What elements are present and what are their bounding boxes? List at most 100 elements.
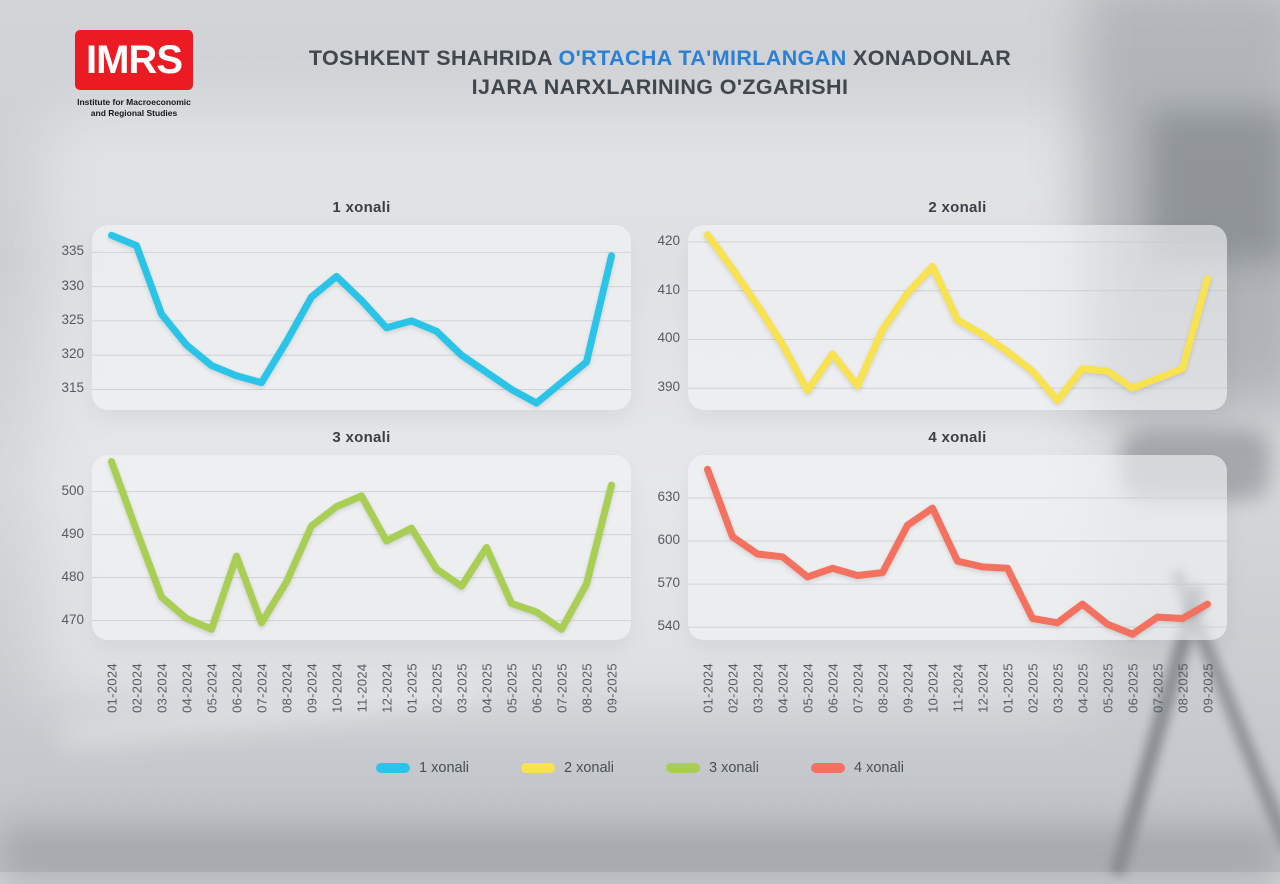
legend-item-3: 3 xonali <box>666 760 759 776</box>
chart-title: 3 xonali <box>332 429 391 446</box>
chart-panel: 420 410 400 390 <box>657 225 1227 410</box>
y-tick-label: 325 <box>61 311 84 327</box>
chart-legend: 1 xonali 2 xonali 3 xonali 4 xonali <box>0 760 1280 776</box>
x-tick-label: 08-2025 <box>579 663 594 713</box>
x-tick-label: 08-2025 <box>1175 663 1190 713</box>
x-tick-label: 11-2024 <box>950 663 965 713</box>
title-suffix: XONADONLAR <box>846 46 1012 70</box>
y-tick-label: 570 <box>657 575 680 591</box>
x-tick-label: 11-2024 <box>354 663 369 713</box>
chart-panel: 500 490 480 470 01-2024 02-2024 03-2024 04-202… <box>61 455 631 713</box>
x-tick-label: 05-2025 <box>504 663 519 713</box>
x-tick-label: 05-2024 <box>800 663 815 713</box>
x-tick-label: 07-2025 <box>1150 663 1165 713</box>
x-axis: 01-2024 02-2024 03-2024 04-2024 05-2024 06-20… <box>92 640 631 744</box>
y-tick-label: 410 <box>657 281 680 297</box>
x-axis: 01-2024 02-2024 03-2024 04-2024 05-2024 06-20… <box>688 640 1227 744</box>
page-title-line2: IJARA NARXLARINING O'ZGARISHI <box>471 75 849 99</box>
line-chart-1-xonali <box>92 231 631 407</box>
chart-3-xonali: 3 xonali 500 490 480 470 01-2024 02-2024 03-2… <box>61 429 631 713</box>
legend-item-2: 2 xonali <box>521 760 614 776</box>
chart-4-xonali: 4 xonali 630 600 570 540 01-2024 02-2024 03-2… <box>657 429 1227 713</box>
y-tick-label: 470 <box>61 611 84 627</box>
page-title: TOSHKENT SHAHRIDA O'RTACHA TA'MIRLANGAN … <box>200 44 1120 102</box>
chart-panel: 335 330 325 320 315 <box>61 225 631 410</box>
y-tick-label: 500 <box>61 482 84 498</box>
x-tick-label: 10-2024 <box>329 663 344 713</box>
y-tick-label: 315 <box>61 380 84 396</box>
title-highlight: O'RTACHA TA'MIRLANGAN <box>558 46 847 70</box>
imrs-logo-box: IMRS <box>75 30 193 90</box>
x-tick-label: 09-2025 <box>1200 663 1215 713</box>
imrs-logo-subtitle: Institute for Macroeconomic and Regional… <box>44 97 224 119</box>
y-tick-label: 490 <box>61 525 84 541</box>
x-tick-label: 02-2025 <box>429 663 444 713</box>
imrs-logo-subtitle-line2: and Regional Studies <box>90 108 178 118</box>
x-tick-label: 09-2024 <box>304 663 319 713</box>
imrs-logo: IMRS Institute for Macroeconomic and Reg… <box>44 30 224 119</box>
x-tick-label: 08-2024 <box>279 663 294 713</box>
x-tick-label: 09-2024 <box>900 663 915 713</box>
x-tick-label: 05-2024 <box>204 663 219 713</box>
chart-2-xonali: 2 xonali 420 410 400 390 <box>657 199 1227 410</box>
x-tick-label: 08-2024 <box>875 663 890 713</box>
series-line <box>704 465 1211 638</box>
x-tick-label: 12-2024 <box>975 663 990 713</box>
y-tick-label: 335 <box>61 243 84 259</box>
line-chart-3-xonali <box>92 458 631 633</box>
legend-swatch <box>376 763 411 773</box>
x-tick-label: 06-2025 <box>529 663 544 713</box>
legend-label: 4 xonali <box>853 760 904 776</box>
legend-item-1: 1 xonali <box>376 760 469 776</box>
y-axis: 630 600 570 540 <box>636 455 680 640</box>
legend-label: 1 xonali <box>419 760 470 776</box>
y-axis: 335 330 325 320 315 <box>40 225 84 410</box>
page-title-line1: TOSHKENT SHAHRIDA O'RTACHA TA'MIRLANGAN … <box>200 44 1120 73</box>
line-chart-4-xonali <box>688 465 1227 638</box>
x-tick-label: 12-2024 <box>379 663 394 713</box>
x-tick-label: 04-2024 <box>179 663 194 713</box>
x-tick-label: 04-2025 <box>479 663 494 713</box>
y-tick-label: 540 <box>657 618 680 634</box>
series-line <box>108 458 615 633</box>
y-tick-label: 420 <box>657 233 680 249</box>
x-tick-label: 07-2025 <box>554 663 569 713</box>
x-tick-label: 07-2024 <box>850 663 865 713</box>
x-tick-label: 06-2024 <box>229 663 244 713</box>
y-tick-label: 480 <box>61 568 84 584</box>
y-tick-label: 630 <box>657 489 680 505</box>
legend-swatch <box>666 763 700 773</box>
x-tick-label: 05-2025 <box>1100 663 1115 713</box>
x-tick-label: 03-2025 <box>1050 663 1065 713</box>
background-floor-shadow <box>0 824 1280 884</box>
x-tick-label: 10-2024 <box>925 663 940 713</box>
x-tick-label: 04-2024 <box>775 663 790 713</box>
y-axis: 420 410 400 390 <box>636 225 680 410</box>
x-tick-label: 09-2025 <box>604 663 619 713</box>
x-tick-label: 01-2025 <box>404 663 419 713</box>
series-line <box>108 231 615 407</box>
x-tick-label: 07-2024 <box>254 663 269 713</box>
line-chart-2-xonali <box>688 231 1227 404</box>
chart-title: 1 xonali <box>332 199 391 216</box>
chart-title: 4 xonali <box>928 429 987 446</box>
x-tick-label: 03-2024 <box>750 663 765 713</box>
x-tick-label: 02-2024 <box>129 663 144 713</box>
series-line <box>704 231 1211 404</box>
y-tick-label: 320 <box>61 346 84 362</box>
x-tick-label: 01-2024 <box>700 663 715 713</box>
chart-title: 2 xonali <box>928 199 987 216</box>
y-tick-label: 400 <box>657 330 680 346</box>
title-prefix: TOSHKENT SHAHRIDA <box>308 46 559 70</box>
x-tick-label: 03-2024 <box>154 663 169 713</box>
imrs-logo-text: IMRS <box>86 37 183 82</box>
x-tick-label: 01-2024 <box>104 663 119 713</box>
y-tick-label: 330 <box>61 277 84 293</box>
legend-item-4: 4 xonali <box>810 760 904 776</box>
y-axis: 500 490 480 470 <box>40 455 84 640</box>
legend-swatch <box>521 763 556 773</box>
x-tick-label: 03-2025 <box>454 663 469 713</box>
x-tick-label: 06-2025 <box>1125 663 1140 713</box>
x-tick-label: 04-2025 <box>1075 663 1090 713</box>
